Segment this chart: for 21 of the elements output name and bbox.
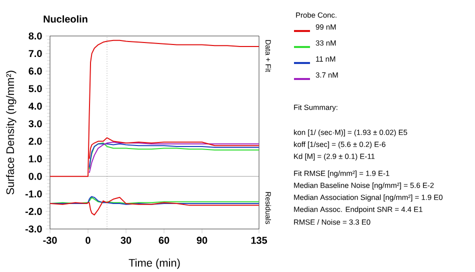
y-tick-label: 0.0 <box>28 172 42 180</box>
y-tick-label: -3.0 <box>25 225 42 232</box>
x-tick-label: 60 <box>158 236 170 244</box>
x-tick-label: 0 <box>86 236 90 244</box>
x-tick-label: 135 <box>251 236 268 244</box>
x-axis-title: Time (min) <box>128 258 180 269</box>
y-tick-label: 2.0 <box>28 138 42 145</box>
y-tick-label: -1.0 <box>25 190 42 198</box>
x-tick-label: 90 <box>196 236 208 244</box>
y-tick-label: 6.0 <box>28 67 42 75</box>
y-tick-label: 1.0 <box>29 155 42 162</box>
chart-title: Nucleolin <box>44 15 88 23</box>
y-tick-label: 4.0 <box>28 102 42 110</box>
y-tick-label: -2.0 <box>25 208 42 215</box>
y-tick-label: 3.0 <box>28 120 42 128</box>
y-axis-title: Surface Density (ng/mm²) <box>6 70 16 194</box>
y-tick-label: 7.0 <box>28 50 42 57</box>
y-tick-label: 8.0 <box>28 32 42 40</box>
x-tick-label: -30 <box>43 236 57 244</box>
x-tick-label: 30 <box>120 236 132 244</box>
y-tick-label: 5.0 <box>28 85 42 92</box>
